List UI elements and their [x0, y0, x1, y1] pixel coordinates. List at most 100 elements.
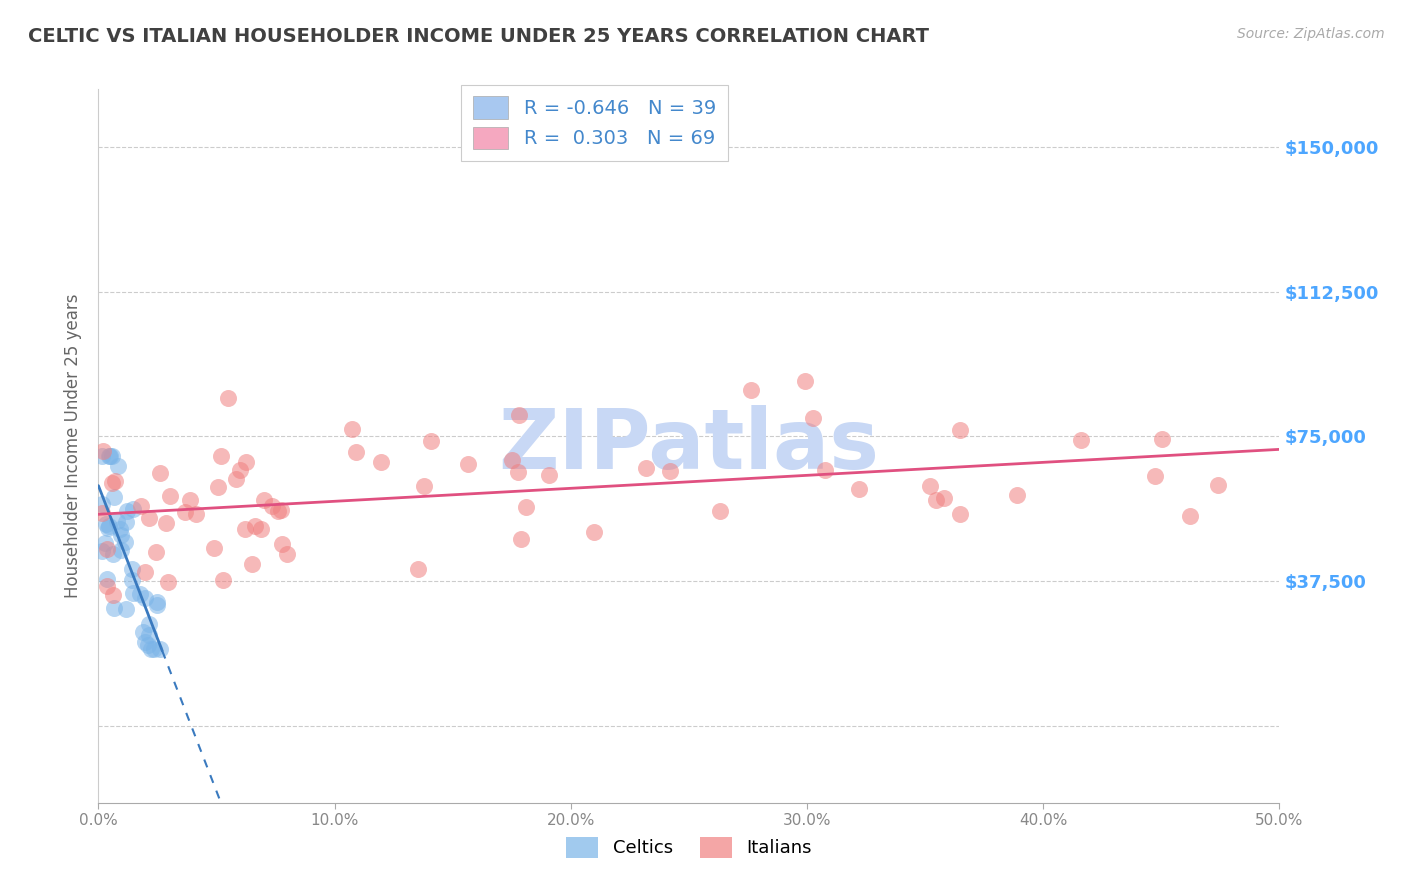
Point: [1144, 469, 1167, 483]
Point: [229, 463, 252, 477]
Point: [509, 532, 531, 546]
Point: [207, 480, 229, 494]
Point: [104, 474, 127, 488]
Point: [91, 444, 114, 458]
Point: [138, 628, 160, 642]
Point: [108, 522, 131, 536]
Point: [138, 617, 160, 632]
Point: [110, 528, 132, 542]
Point: [1005, 488, 1028, 502]
Point: [156, 574, 179, 589]
Point: [709, 504, 731, 518]
Point: [457, 457, 479, 471]
Point: [149, 466, 172, 480]
Point: [949, 424, 972, 438]
Point: [122, 502, 145, 516]
Point: [217, 391, 239, 405]
Point: [204, 541, 226, 555]
Point: [96, 541, 118, 556]
Point: [101, 449, 124, 463]
Point: [413, 479, 436, 493]
Point: [103, 601, 125, 615]
Point: [136, 638, 159, 652]
Point: [94, 536, 117, 550]
Point: [94, 516, 117, 531]
Point: [143, 641, 166, 656]
Point: [114, 535, 136, 549]
Point: [91, 449, 114, 463]
Point: [242, 557, 264, 571]
Point: [538, 467, 561, 482]
Point: [794, 374, 817, 388]
Point: [134, 565, 156, 579]
Point: [924, 493, 946, 508]
Point: [91, 507, 114, 521]
Point: [121, 562, 143, 576]
Text: CELTIC VS ITALIAN HOUSEHOLDER INCOME UNDER 25 YEARS CORRELATION CHART: CELTIC VS ITALIAN HOUSEHOLDER INCOME UND…: [28, 27, 929, 45]
Point: [98, 449, 121, 463]
Point: [115, 602, 138, 616]
Point: [253, 492, 276, 507]
Point: [98, 519, 121, 533]
Point: [184, 507, 207, 521]
Point: [249, 522, 271, 536]
Point: [101, 547, 124, 561]
Point: [235, 523, 257, 537]
Point: [225, 472, 247, 486]
Point: [132, 625, 155, 640]
Point: [406, 562, 429, 576]
Point: [340, 422, 363, 436]
Point: [129, 587, 152, 601]
Point: [212, 573, 235, 587]
Point: [501, 453, 523, 467]
Point: [267, 504, 290, 518]
Point: [174, 505, 197, 519]
Point: [1180, 508, 1202, 523]
Point: [121, 573, 143, 587]
Point: [740, 383, 762, 397]
Point: [583, 524, 606, 539]
Point: [260, 499, 283, 513]
Point: [96, 573, 118, 587]
Point: [419, 434, 441, 448]
Point: [659, 464, 682, 478]
Point: [235, 455, 257, 469]
Point: [1206, 478, 1229, 492]
Point: [110, 543, 132, 558]
Point: [96, 579, 118, 593]
Point: [934, 491, 956, 505]
Point: [276, 547, 298, 561]
Point: [105, 514, 128, 528]
Text: ZIPatlas: ZIPatlas: [499, 406, 879, 486]
Point: [121, 586, 143, 600]
Point: [209, 450, 232, 464]
Point: [155, 516, 177, 530]
Point: [149, 641, 172, 656]
Point: [117, 504, 139, 518]
Point: [801, 411, 824, 425]
Point: [138, 511, 160, 525]
Point: [1070, 433, 1092, 447]
Legend: Celtics, Italians: Celtics, Italians: [558, 830, 820, 865]
Point: [271, 536, 294, 550]
Point: [918, 478, 941, 492]
Point: [134, 591, 156, 606]
Point: [145, 544, 167, 558]
Point: [949, 507, 972, 521]
Point: [508, 465, 530, 479]
Point: [107, 458, 129, 473]
Point: [91, 544, 114, 558]
Y-axis label: Householder Income Under 25 years: Householder Income Under 25 years: [65, 293, 83, 599]
Point: [370, 455, 392, 469]
Point: [146, 595, 169, 609]
Point: [243, 518, 266, 533]
Point: [515, 500, 537, 515]
Point: [179, 493, 201, 508]
Point: [344, 445, 367, 459]
Point: [159, 489, 181, 503]
Point: [146, 599, 169, 613]
Point: [103, 490, 125, 504]
Point: [848, 483, 870, 497]
Point: [1152, 432, 1174, 446]
Point: [100, 475, 122, 490]
